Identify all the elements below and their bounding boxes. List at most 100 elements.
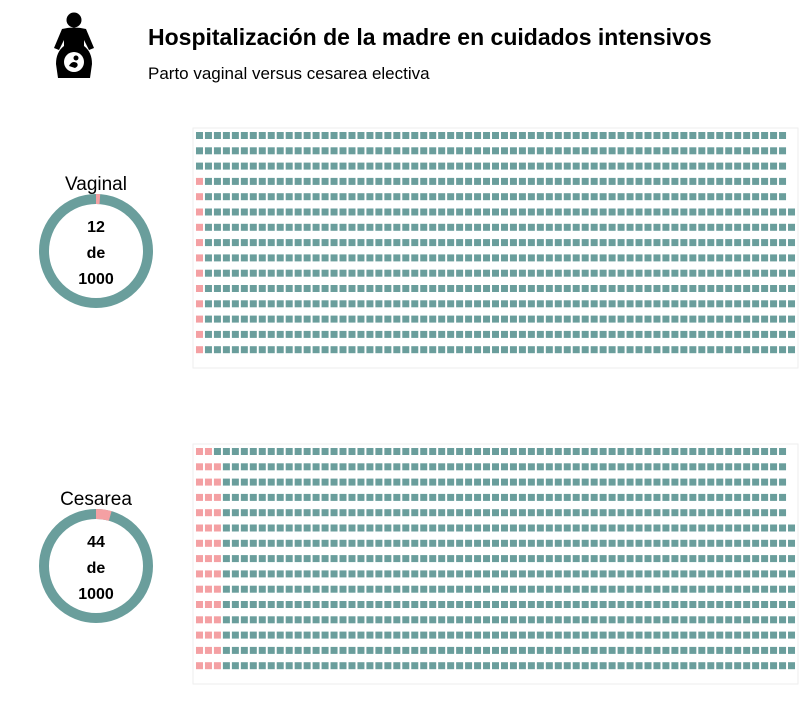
waffle-cell — [590, 147, 598, 155]
waffle-cell — [536, 132, 544, 139]
waffle-cell — [483, 601, 491, 608]
waffle-cell — [357, 662, 365, 670]
waffle-cell — [617, 254, 625, 262]
waffle-cell — [204, 269, 212, 277]
waffle-cell — [231, 601, 239, 608]
waffle-cell — [447, 346, 455, 354]
waffle-cell — [195, 570, 203, 578]
waffle-cell — [680, 330, 688, 338]
waffle-cell — [707, 254, 715, 262]
waffle-cell — [644, 585, 652, 593]
waffle-cell — [527, 463, 535, 471]
waffle-cell — [770, 239, 778, 247]
waffle-cell — [195, 509, 203, 517]
waffle-cell — [734, 539, 742, 547]
waffle-cell — [312, 177, 320, 185]
waffle-cell — [770, 555, 778, 563]
waffle-cell — [321, 509, 329, 517]
waffle-cell — [689, 448, 697, 455]
waffle-cell — [626, 330, 634, 338]
waffle-cell — [581, 631, 589, 639]
waffle-cell — [339, 555, 347, 563]
waffle-cell — [734, 193, 742, 201]
waffle-cell — [240, 254, 248, 262]
waffle-cell — [698, 463, 706, 471]
waffle-cell — [420, 539, 428, 547]
waffle-cell — [240, 330, 248, 338]
waffle-cell — [698, 585, 706, 593]
waffle-cell — [204, 662, 212, 670]
waffle-cell — [536, 162, 544, 170]
waffle-cell — [384, 132, 392, 139]
waffle-cell — [465, 239, 473, 247]
waffle-cell — [285, 147, 293, 155]
waffle-cell — [357, 147, 365, 155]
waffle-cell — [303, 223, 311, 231]
waffle-cell — [249, 162, 257, 170]
waffle-cell — [303, 493, 311, 501]
waffle-cell — [734, 662, 742, 670]
waffle-cell — [366, 478, 374, 486]
waffle-cell — [644, 493, 652, 501]
waffle-cell — [563, 147, 571, 155]
waffle-cell — [465, 223, 473, 231]
waffle-cell — [321, 254, 329, 262]
waffle-cell — [536, 646, 544, 654]
waffle-cell — [509, 346, 517, 354]
waffle-cell — [752, 555, 760, 563]
waffle-cell — [483, 315, 491, 323]
waffle-cell — [716, 132, 724, 139]
waffle-cell — [689, 493, 697, 501]
waffle-cell — [429, 132, 437, 139]
waffle-cell — [204, 509, 212, 517]
waffle-cell — [680, 570, 688, 578]
waffle-cell — [545, 330, 553, 338]
waffle-cell — [626, 285, 634, 292]
waffle-cell — [707, 662, 715, 670]
waffle-cell — [590, 300, 598, 308]
waffle-cell — [195, 300, 203, 308]
waffle-cell — [563, 315, 571, 323]
waffle-cell — [357, 493, 365, 501]
waffle-cell — [671, 208, 679, 216]
waffle-cell — [339, 646, 347, 654]
waffle-cell — [572, 300, 580, 308]
waffle-cell — [357, 539, 365, 547]
waffle-cell — [518, 300, 526, 308]
waffle-cell — [204, 193, 212, 201]
waffle-cell — [384, 269, 392, 277]
waffle-cell — [725, 601, 733, 608]
waffle-cell — [411, 601, 419, 608]
waffle-cell — [438, 539, 446, 547]
waffle-cell — [617, 147, 625, 155]
waffle-cell — [644, 223, 652, 231]
waffle-cell — [581, 585, 589, 593]
waffle-cell — [590, 269, 598, 277]
waffle-cell — [734, 601, 742, 608]
waffle-cell — [402, 631, 410, 639]
waffle-cell — [662, 463, 670, 471]
waffle-cell — [492, 254, 499, 262]
waffle-cell — [500, 509, 508, 517]
waffle-cell — [438, 601, 446, 608]
waffle-cell — [321, 646, 329, 654]
waffle-cell — [572, 478, 580, 486]
waffle-cell — [330, 616, 338, 624]
waffle-cell — [312, 448, 320, 455]
waffle-cell — [752, 570, 760, 578]
waffle-cell — [276, 346, 284, 354]
waffle-cell — [213, 193, 221, 201]
waffle-cell — [213, 346, 221, 354]
waffle-cell — [276, 300, 284, 308]
waffle-cell — [375, 616, 383, 624]
waffle-cell — [258, 585, 266, 593]
waffle-cell — [411, 570, 419, 578]
waffle-cell — [231, 223, 239, 231]
waffle-cell — [671, 539, 679, 547]
waffle-cell — [500, 132, 508, 139]
waffle-cell — [545, 463, 553, 471]
waffle-cell — [788, 555, 796, 563]
waffle-cell — [195, 346, 203, 354]
waffle-cell — [384, 330, 392, 338]
waffle-cell — [671, 463, 679, 471]
